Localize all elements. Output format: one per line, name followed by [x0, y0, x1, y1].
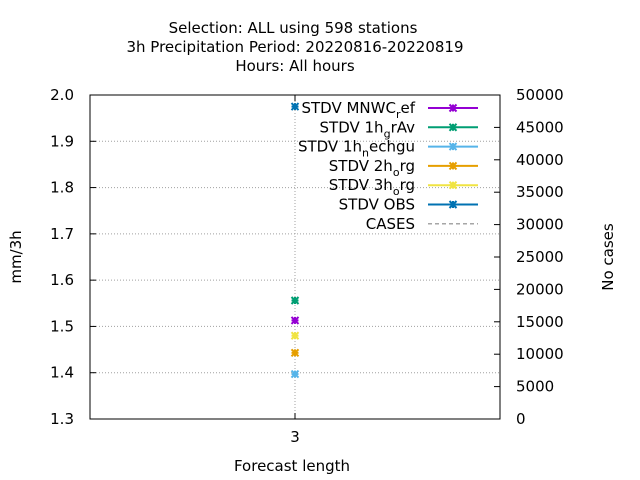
data-point-d2 [290, 296, 300, 305]
y2-tick-label: 45000 [516, 118, 564, 136]
legend-swatch-marker-d2 [448, 180, 458, 190]
data-point-d2 [290, 369, 300, 379]
y-tick-label: 1.7 [50, 225, 74, 243]
y2-tick-label: 5000 [516, 378, 554, 396]
data-point-d2 [290, 331, 300, 340]
y-axis-ticks: 1.3 1.4 1.5 1.6 1.7 1.8 1.9 2.0 [50, 86, 96, 428]
y2-tick-label: 0 [516, 410, 526, 428]
x-axis-ticks: 3 [290, 95, 300, 446]
legend-swatch-marker [448, 142, 458, 151]
y2-axis-ticks: 0 5000 10000 15000 20000 25000 30000 35000 40000… [494, 86, 564, 428]
title-line-1: Selection: ALL using 598 stations [169, 19, 418, 37]
legend-swatch-marker [448, 103, 458, 113]
data-point [290, 348, 300, 358]
legend-swatch-marker [448, 161, 458, 171]
y-tick-label: 1.9 [50, 132, 74, 150]
data-point [290, 296, 300, 305]
legend-label: STDV MNWCref [301, 99, 415, 121]
title-line-3: Hours: All hours [235, 57, 354, 75]
title-line-2: 3h Precipitation Period: 20220816-202208… [126, 38, 463, 56]
y2-axis-label: No cases [599, 223, 617, 291]
data-point [290, 102, 300, 111]
data-points [290, 102, 300, 379]
data-point-d2 [290, 348, 300, 358]
x-axis-label: Forecast length [234, 457, 350, 475]
legend-label: STDV OBS [339, 196, 415, 214]
legend-swatch-marker-d2 [448, 200, 458, 209]
y-tick-label: 1.8 [50, 179, 74, 197]
y-axis-label: mm/3h [7, 230, 25, 283]
y2-tick-label: 50000 [516, 86, 564, 104]
legend-swatch-marker [448, 180, 458, 190]
legend-label: STDV 3horg [329, 176, 415, 198]
data-point-d2 [290, 316, 300, 325]
y-tick-label: 2.0 [50, 86, 74, 104]
chart-title: Selection: ALL using 598 stations 3h Pre… [126, 19, 463, 75]
y2-tick-label: 20000 [516, 280, 564, 298]
legend-label: STDV 1hnechgu [298, 138, 415, 160]
legend-label: STDV 2horg [329, 157, 415, 179]
legend-swatch-marker-d2 [448, 161, 458, 171]
legend-swatch-marker-d2 [448, 142, 458, 151]
y2-tick-label: 25000 [516, 248, 564, 266]
legend-label: CASES [366, 215, 415, 233]
y-tick-label: 1.5 [50, 317, 74, 335]
y-tick-label: 1.3 [50, 410, 74, 428]
legend-swatch-marker [448, 123, 458, 132]
grid [90, 95, 500, 419]
legend-swatch-marker [448, 200, 458, 209]
data-point-d2 [290, 102, 300, 111]
y2-tick-label: 40000 [516, 151, 564, 169]
legend-swatch-marker-d2 [448, 123, 458, 132]
legend-label: STDV 1hgrAv [320, 118, 416, 140]
legend-swatch-marker-d2 [448, 103, 458, 113]
y2-tick-label: 35000 [516, 183, 564, 201]
data-point [290, 369, 300, 379]
y-tick-label: 1.6 [50, 271, 74, 289]
y2-tick-label: 10000 [516, 345, 564, 363]
y2-tick-label: 30000 [516, 216, 564, 234]
x-tick-label: 3 [290, 428, 300, 446]
y2-tick-label: 15000 [516, 313, 564, 331]
data-point [290, 331, 300, 340]
data-point [290, 316, 300, 325]
y-tick-label: 1.4 [50, 364, 74, 382]
